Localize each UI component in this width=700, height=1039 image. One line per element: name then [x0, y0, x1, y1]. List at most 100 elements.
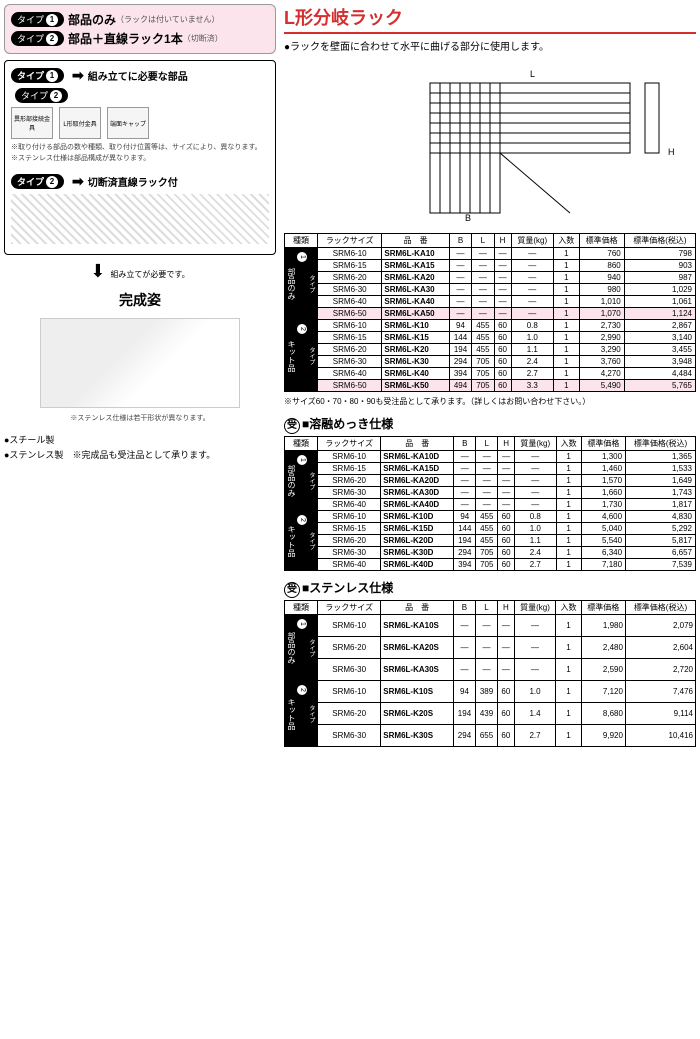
cell: 3.3 [511, 380, 553, 392]
cell: — [449, 308, 471, 320]
table1-footnote: ※サイズ60・70・80・90も受注品として承ります。（詳しくはお問い合わせ下さ… [284, 396, 696, 407]
cell: 1 [556, 451, 581, 463]
col-header: B [449, 234, 471, 248]
cell: — [475, 615, 497, 637]
table-row: タイプ2キット品SRM6-10SRM6L-K10D94455600.814,60… [285, 511, 696, 523]
cell: SRM6L-K40 [382, 368, 449, 380]
col-header: H [498, 601, 515, 615]
cell: 2,730 [579, 320, 624, 332]
cell: SRM6-30 [318, 547, 381, 559]
cell: SRM6-30 [318, 356, 382, 368]
cell: 2.7 [511, 368, 553, 380]
cell: — [472, 296, 494, 308]
asm-badge3: タイプ2 [11, 174, 64, 189]
cell: 389 [475, 681, 497, 703]
table-row: SRM6-20SRM6L-K20S194439601.418,6809,114 [285, 703, 696, 725]
table-row: SRM6-40SRM6L-KA40————11,0101,061 [285, 296, 696, 308]
cell: 1 [553, 332, 579, 344]
cell: — [498, 463, 515, 475]
svg-text:B: B [465, 213, 471, 223]
cell: SRM6L-KA40 [382, 296, 449, 308]
cell: — [494, 296, 511, 308]
cell: 60 [498, 523, 515, 535]
table-row: SRM6-20SRM6L-K20194455601.113,2903,455 [285, 344, 696, 356]
cell: 1 [556, 659, 581, 681]
cell: SRM6L-K10D [381, 511, 454, 523]
cell: — [476, 499, 498, 511]
cell: SRM6L-KA15D [381, 463, 454, 475]
table-row: タイプ2キット品SRM6-10SRM6L-K10S94389601.017,12… [285, 681, 696, 703]
table-row: SRM6-20SRM6L-KA20D————11,5701,649 [285, 475, 696, 487]
type-cell: タイプ2キット品 [285, 681, 318, 747]
cell: 7,539 [626, 559, 696, 571]
cell: 860 [579, 260, 624, 272]
page-desc: ●ラックを壁面に合わせて水平に曲げる部分に使用します。 [284, 38, 696, 53]
cell: — [476, 475, 498, 487]
cell: 5,765 [624, 380, 695, 392]
cell: SRM6-20 [318, 535, 381, 547]
cell: 455 [476, 535, 498, 547]
cell: 7,180 [581, 559, 625, 571]
cell: 294 [454, 547, 476, 559]
cell: — [498, 475, 515, 487]
cell: 455 [472, 320, 494, 332]
col-header: 標準価格 [581, 437, 625, 451]
cell: 1 [556, 681, 581, 703]
arrow-icon: ➡ [72, 67, 84, 84]
cell: 1 [556, 615, 581, 637]
cell: 60 [494, 368, 511, 380]
cell: SRM6-40 [318, 368, 382, 380]
col-header: 標準価格(税込) [625, 601, 695, 615]
cell: SRM6L-K20 [382, 344, 449, 356]
cell: 0.8 [511, 320, 553, 332]
cell: 1 [556, 559, 581, 571]
col-header: 種類 [285, 234, 318, 248]
cell: — [511, 272, 553, 284]
cell: — [453, 637, 475, 659]
cell: — [454, 451, 476, 463]
cell: — [454, 475, 476, 487]
cell: SRM6L-KA30 [382, 284, 449, 296]
asm-badge2: タイプ2 [15, 88, 68, 103]
cell: SRM6-10 [318, 681, 381, 703]
col-header: ラックサイズ [318, 234, 382, 248]
cell: 1,570 [581, 475, 625, 487]
cell: 94 [449, 320, 471, 332]
bullet-stainless: ●ステンレス製 [4, 450, 63, 460]
cell: 1,660 [581, 487, 625, 499]
col-header: 種類 [285, 437, 318, 451]
cell: 455 [476, 511, 498, 523]
cell: — [511, 296, 553, 308]
cell: — [511, 308, 553, 320]
down-arrow-icon: ⬇ 組み立てが必要です。 [4, 261, 276, 282]
cell: 655 [475, 725, 497, 747]
cell: 1 [556, 511, 581, 523]
col-header: 標準価格 [579, 234, 624, 248]
type2-text: 部品＋直線ラック1本 [68, 30, 183, 47]
cell: — [472, 260, 494, 272]
cell: SRM6-15 [318, 463, 381, 475]
cell: SRM6-10 [318, 511, 381, 523]
cell: — [514, 451, 556, 463]
cell: SRM6L-KA30S [381, 659, 454, 681]
col-header: ラックサイズ [318, 437, 381, 451]
cell: 3,290 [579, 344, 624, 356]
cell: 60 [494, 320, 511, 332]
cell: SRM6-40 [318, 499, 381, 511]
cell: 2.7 [514, 559, 556, 571]
cell: 1 [556, 523, 581, 535]
table-row: SRM6-40SRM6L-K40394705602.714,2704,484 [285, 368, 696, 380]
svg-text:H: H [668, 147, 675, 157]
col-header: H [498, 437, 515, 451]
cell: 1,061 [624, 296, 695, 308]
type2-sub: （切断済） [183, 33, 223, 44]
cell: 2,604 [625, 637, 695, 659]
cell: 5,292 [626, 523, 696, 535]
cell: SRM6-40 [318, 296, 382, 308]
cell: — [511, 248, 553, 260]
cell: 294 [449, 356, 471, 368]
col-header: 種類 [285, 601, 318, 615]
cell: 1.1 [514, 535, 556, 547]
cell: — [476, 463, 498, 475]
cell: 1 [556, 487, 581, 499]
